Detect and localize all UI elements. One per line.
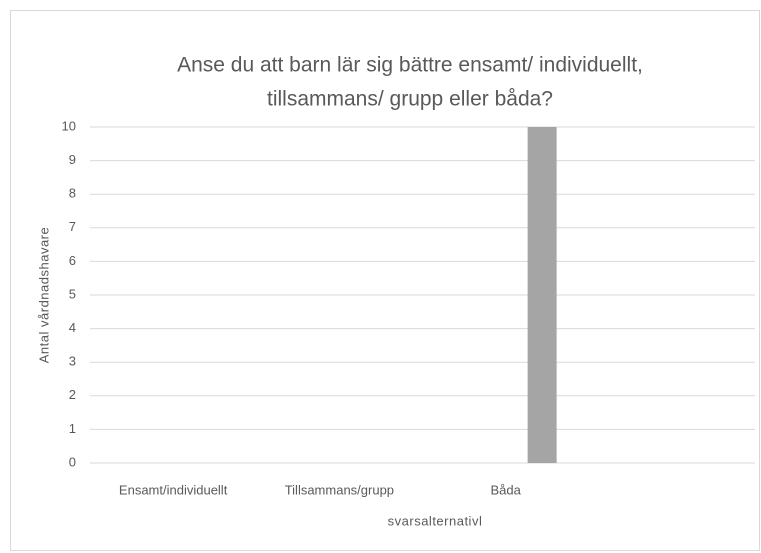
y-tick-label: 7 — [69, 219, 76, 234]
y-tick-label: 3 — [69, 354, 76, 369]
x-axis-title: svarsalternativl — [388, 513, 483, 528]
y-tick-label: 0 — [69, 454, 76, 469]
y-tick-label: 4 — [69, 320, 76, 335]
y-tick-label: 6 — [69, 253, 76, 268]
y-tick-label: 8 — [69, 186, 76, 201]
y-tick-label: 5 — [69, 286, 76, 301]
x-tick-label: Tillsammans/grupp — [285, 482, 394, 497]
y-tick-label: 10 — [62, 118, 76, 133]
y-tick-label: 9 — [69, 152, 76, 167]
x-tick-label: Ensamt/individuellt — [119, 482, 228, 497]
chart-title: tillsammans/ grupp eller båda? — [267, 88, 553, 111]
y-tick-label: 1 — [69, 421, 76, 436]
y-axis-title: Antal vårdnadshavare — [36, 227, 51, 363]
bar — [527, 127, 557, 463]
chart-title: Anse du att barn lär sig bättre ensamt/ … — [177, 54, 643, 77]
chart-border — [10, 10, 760, 551]
y-tick-label: 2 — [69, 387, 76, 402]
x-tick-label: Båda — [490, 482, 521, 497]
